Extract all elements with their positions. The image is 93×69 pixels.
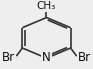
Text: CH₃: CH₃	[37, 1, 56, 11]
Text: N: N	[42, 51, 51, 64]
Text: Br: Br	[2, 51, 15, 64]
Text: Br: Br	[78, 51, 91, 64]
